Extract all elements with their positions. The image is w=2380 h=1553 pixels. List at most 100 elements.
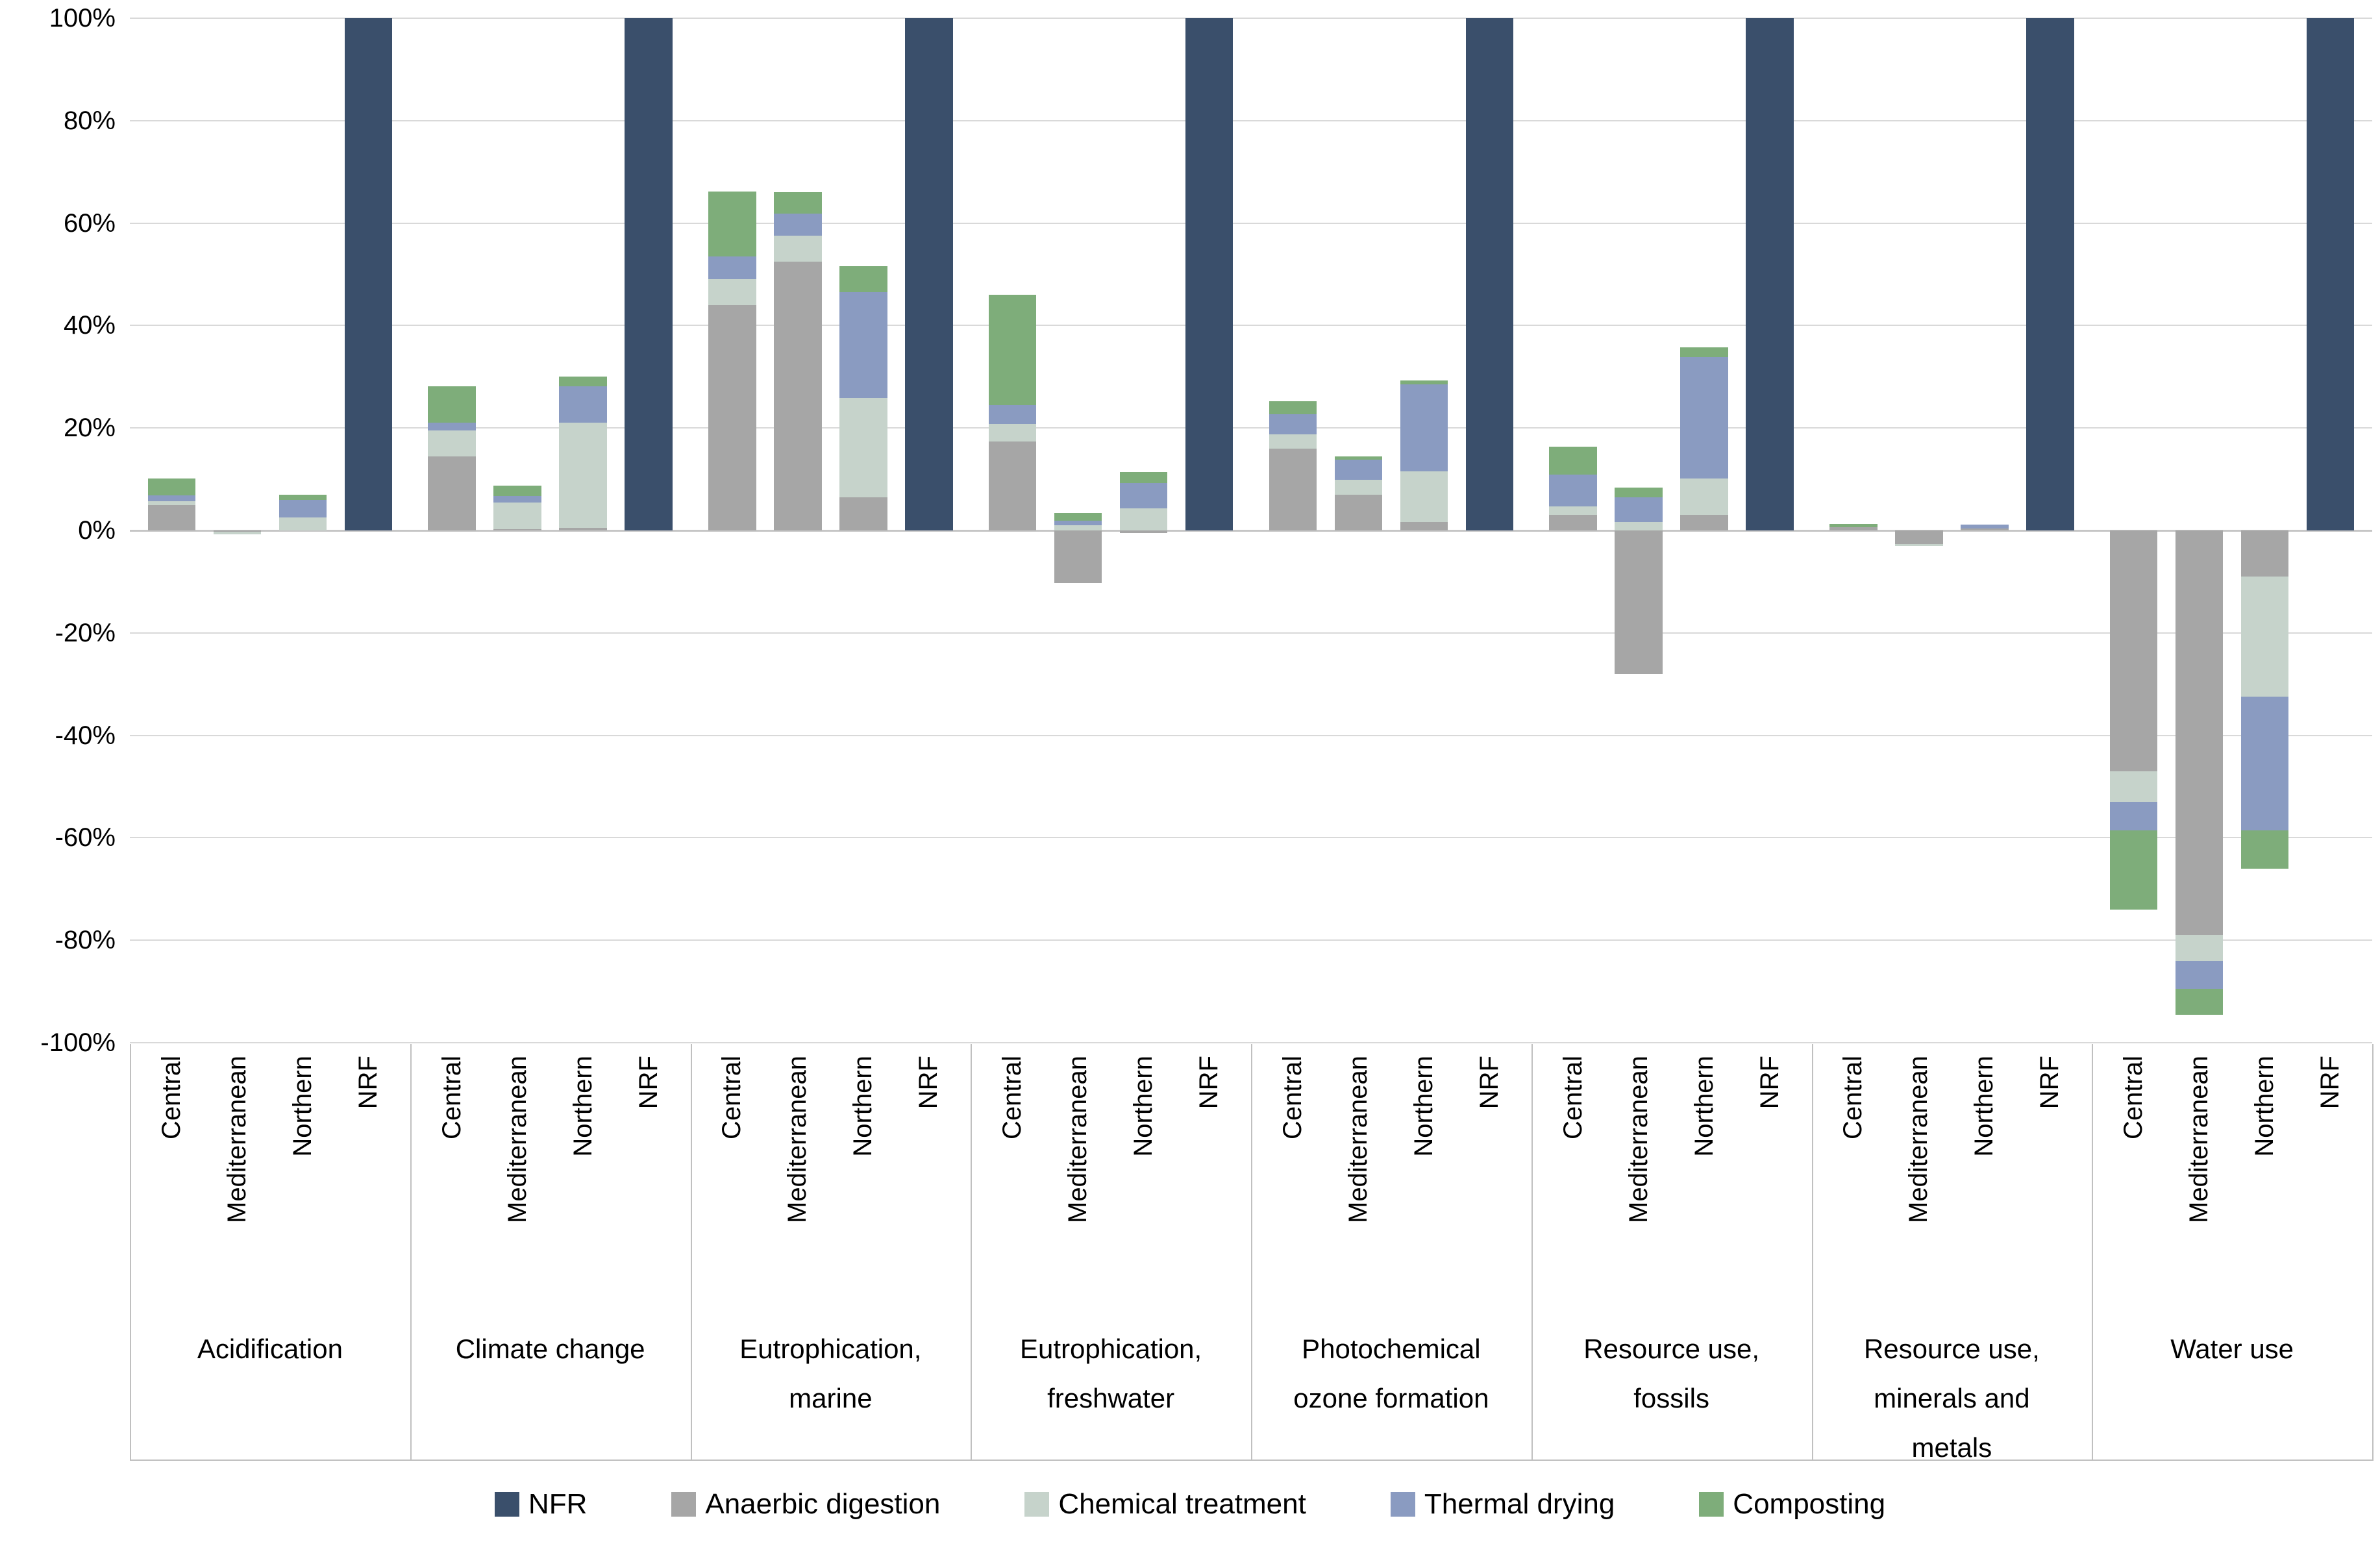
segment-composting bbox=[279, 494, 327, 500]
segment-thermal-drying bbox=[1549, 475, 1597, 506]
segment-composting bbox=[1400, 380, 1448, 385]
region-label-cell: Mediterranean bbox=[493, 1056, 541, 1328]
legend-label: Composting bbox=[1733, 1488, 1886, 1520]
y-tick-label: 0% bbox=[78, 516, 116, 545]
region-label: Mediterranean bbox=[1624, 1056, 1653, 1223]
segment-nfr bbox=[344, 18, 393, 530]
segment-thermal-drying bbox=[1054, 521, 1102, 526]
region-label-cell: Central bbox=[1269, 1056, 1317, 1328]
gridline--80 bbox=[130, 939, 2372, 941]
y-axis: 100% 80% 60% 40% 20% 0% -20% -40% -60% -80% -100% bbox=[0, 0, 116, 1553]
region-label: Mediterranean bbox=[1063, 1056, 1093, 1223]
segment-composting bbox=[988, 295, 1037, 405]
region-label: Central bbox=[1839, 1056, 1868, 1139]
region-label: Mediterranean bbox=[1904, 1056, 1933, 1223]
region-label-cell: Central bbox=[1829, 1056, 1877, 1328]
gridline--60 bbox=[130, 837, 2372, 839]
segment-anaerbic-digestion bbox=[213, 530, 262, 532]
y-tick-label: 40% bbox=[63, 311, 116, 340]
segment-composting bbox=[774, 192, 822, 214]
segment-chemical-treatment bbox=[493, 502, 541, 529]
legend-label: NFR bbox=[528, 1488, 588, 1520]
region-label: Northern bbox=[849, 1056, 878, 1157]
separator-cell bbox=[1813, 1044, 2094, 1460]
segment-thermal-drying bbox=[1680, 357, 1728, 478]
region-label-group-6: Central Mediterranean Northern NRF bbox=[1812, 1056, 2092, 1328]
segment-nfr bbox=[905, 18, 953, 530]
region-label: NRF bbox=[1195, 1056, 1224, 1110]
legend-swatch-icon bbox=[671, 1492, 697, 1517]
segment-nfr bbox=[1465, 18, 1514, 530]
segment-thermal-drying bbox=[147, 495, 196, 502]
y-tick-label: -60% bbox=[55, 823, 116, 852]
bar-eutrophication-freshwater-northern bbox=[1119, 18, 1168, 1043]
gridline-100 bbox=[130, 18, 2372, 19]
segment-composting bbox=[1615, 487, 1663, 497]
legend-item-anaerbic-digestion: Anaerbic digestion bbox=[671, 1488, 940, 1521]
region-label-cell: Central bbox=[989, 1056, 1036, 1328]
region-label: Mediterranean bbox=[222, 1056, 251, 1223]
gridline--20 bbox=[130, 632, 2372, 634]
region-label-cell: Central bbox=[708, 1056, 756, 1328]
bar-resource-use-fossils-nrf bbox=[1746, 18, 1794, 1043]
segment-thermal-drying bbox=[708, 256, 756, 280]
legend-swatch-icon bbox=[494, 1492, 519, 1517]
segment-nfr bbox=[1746, 18, 1794, 530]
separator-cell bbox=[412, 1044, 692, 1460]
bar-climate-change-central bbox=[428, 18, 476, 1043]
segment-chemical-treatment bbox=[1549, 506, 1597, 516]
bar-eutrophication-marine-central bbox=[708, 18, 756, 1043]
gridline-80 bbox=[130, 119, 2372, 121]
region-label-cell: NRF bbox=[2026, 1056, 2074, 1328]
category-separators bbox=[130, 1044, 2374, 1461]
bar-water-use-nrf bbox=[2306, 18, 2355, 1043]
bar-eutrophication-freshwater-central bbox=[988, 18, 1037, 1043]
segment-nfr bbox=[1185, 18, 1233, 530]
group-label: Eutrophication, marine bbox=[739, 1334, 922, 1413]
segment-chemical-treatment bbox=[279, 517, 327, 530]
segment-chemical-treatment bbox=[1334, 479, 1383, 495]
y-tick-label: 80% bbox=[63, 106, 116, 135]
group-label: Resource use, minerals and metals bbox=[1863, 1334, 2040, 1463]
plot-area bbox=[130, 18, 2372, 1043]
region-label-cell: Mediterranean bbox=[1335, 1056, 1382, 1328]
gridline--100 bbox=[130, 1042, 2372, 1043]
legend: NFR Anaerbic digestion Chemical treatment T… bbox=[0, 1488, 2380, 1521]
region-label-cell: Northern bbox=[839, 1056, 887, 1328]
region-label: Mediterranean bbox=[783, 1056, 812, 1223]
segment-chemical-treatment bbox=[1680, 478, 1728, 516]
segment-nfr bbox=[2026, 18, 2074, 530]
gridline-20 bbox=[130, 427, 2372, 429]
gridline-40 bbox=[130, 325, 2372, 327]
segment-composting bbox=[2240, 830, 2289, 869]
separator-cell bbox=[1252, 1044, 1533, 1460]
segment-thermal-drying bbox=[1119, 482, 1168, 509]
region-label-cell: Mediterranean bbox=[1615, 1056, 1662, 1328]
group-label: Acidification bbox=[197, 1334, 343, 1364]
segment-nfr bbox=[625, 18, 673, 530]
bar-acidification-northern bbox=[279, 18, 327, 1043]
segment-thermal-drying bbox=[2175, 960, 2224, 989]
segment-composting bbox=[1334, 456, 1383, 460]
region-label-cell: Northern bbox=[1120, 1056, 1167, 1328]
bar-resource-use-fossils-mediterranean bbox=[1615, 18, 1663, 1043]
bar-group-5 bbox=[1531, 18, 1812, 1043]
region-label-cell: NRF bbox=[905, 1056, 952, 1328]
legend-label: Chemical treatment bbox=[1058, 1488, 1306, 1520]
bar-group-6 bbox=[1812, 18, 2092, 1043]
segment-anaerbic-digestion bbox=[839, 497, 887, 530]
region-label: Mediterranean bbox=[1343, 1056, 1372, 1223]
gridline--40 bbox=[130, 734, 2372, 736]
segment-composting bbox=[708, 191, 756, 256]
segment-composting bbox=[2109, 830, 2158, 910]
region-label: NRF bbox=[353, 1056, 382, 1110]
segment-composting bbox=[1119, 472, 1168, 483]
y-tick-label: -40% bbox=[55, 721, 116, 750]
bar-climate-change-northern bbox=[559, 18, 607, 1043]
segment-chemical-treatment bbox=[213, 532, 262, 534]
segment-chemical-treatment bbox=[839, 397, 887, 497]
region-label: Northern bbox=[288, 1056, 317, 1157]
segment-anaerbic-digestion bbox=[1961, 528, 2009, 530]
region-label: NRF bbox=[634, 1056, 663, 1110]
y-tick-label: -80% bbox=[55, 926, 116, 955]
